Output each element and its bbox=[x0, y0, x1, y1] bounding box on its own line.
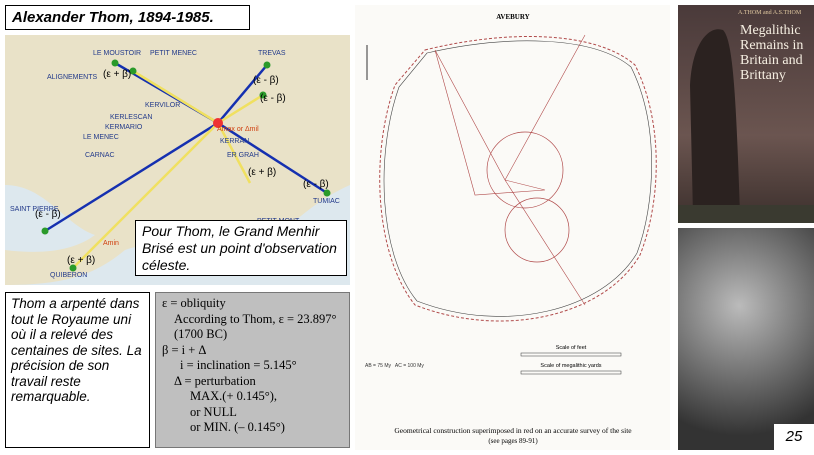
angle-label: (ε - β) bbox=[253, 75, 279, 86]
formula-line: (1700 BC) bbox=[174, 327, 228, 341]
place-label: ALIGNEMENTS bbox=[47, 74, 98, 81]
bay bbox=[5, 185, 95, 252]
inner-circle bbox=[504, 197, 570, 263]
formula-line: Δ = perturbation bbox=[174, 373, 256, 388]
page-number: 25 bbox=[774, 424, 814, 450]
formula-line: According to Thom, ε = 23.897° bbox=[174, 311, 337, 326]
angle-label: (ε - β) bbox=[260, 93, 286, 104]
avebury-plan: AVEBURY AB = 75 My AC = 100 My Scale of … bbox=[355, 5, 670, 450]
formula-line: ε = obliquity bbox=[162, 296, 226, 310]
legend-text: AB = 75 My AC = 100 My bbox=[365, 363, 424, 369]
formula-line: i = inclination = 5.145° bbox=[180, 358, 297, 372]
angle-label: (ε + β) bbox=[248, 167, 276, 178]
portrait: 25 bbox=[678, 228, 814, 450]
formula-box: ε = obliquity According to Thom, ε = 23.8… bbox=[155, 292, 350, 448]
inner-circle bbox=[486, 131, 564, 209]
title: Alexander Thom, 1894-1985. bbox=[5, 5, 250, 30]
place-label: Amin bbox=[103, 240, 119, 247]
construction-lines bbox=[434, 34, 586, 306]
scale-label: Scale of megalithic yards bbox=[540, 363, 601, 369]
plan-title: AVEBURY bbox=[496, 13, 529, 21]
avebury-drawing: AVEBURY AB = 75 My AC = 100 My Scale of … bbox=[365, 13, 657, 445]
angle-label: (ε + β) bbox=[67, 255, 95, 266]
book-cover: A.THOM and A.S.THOM Megalithic Remains i… bbox=[678, 5, 814, 223]
place-label: KERLESCAN bbox=[110, 114, 152, 121]
place-label: KERRAN bbox=[220, 138, 249, 145]
place-label: QUIBERON bbox=[50, 272, 87, 279]
angle-label: (ε - β) bbox=[303, 179, 329, 190]
scale-label: Scale of feet bbox=[556, 345, 587, 351]
scale-bar bbox=[520, 370, 622, 375]
place-label: CARNAC bbox=[85, 152, 115, 159]
formula-line: or NULL bbox=[190, 404, 237, 419]
place-label: ER GRAH bbox=[227, 152, 259, 159]
site-points bbox=[41, 59, 331, 272]
survey-ring bbox=[383, 40, 652, 317]
place-label: Amax or Δmil bbox=[217, 126, 259, 133]
place-label: PETIT MENEC bbox=[150, 50, 197, 57]
er-grah-point bbox=[213, 118, 223, 128]
place-label: LE MOUSTOIR bbox=[93, 50, 141, 57]
outer-ring bbox=[379, 35, 657, 322]
angle-label: (ε - β) bbox=[35, 209, 61, 220]
formula-line: MAX.(+ 0.145°), bbox=[190, 389, 278, 403]
place-label: KERMARIO bbox=[105, 124, 143, 131]
book-title: Megalithic Remains in Britain and Britta… bbox=[740, 23, 804, 83]
menhir bbox=[678, 29, 814, 223]
place-label: SAINT PIERRE bbox=[10, 206, 59, 213]
yellow-lines bbox=[72, 69, 264, 269]
place-label: LE MENEC bbox=[83, 134, 119, 141]
callout: Pour Thom, le Grand Menhir Brisé est un … bbox=[135, 220, 347, 276]
left-text: Thom a arpenté dans tout le Royaume uni … bbox=[5, 292, 150, 448]
scale-bar bbox=[520, 352, 622, 357]
book-authors: A.THOM and A.S.THOM bbox=[738, 10, 802, 16]
formula-line: or MIN. (– 0.145°) bbox=[190, 420, 285, 434]
angle-label: (ε + β) bbox=[103, 69, 131, 80]
formula-line: β = i + Δ bbox=[162, 342, 207, 357]
place-label: TREVAS bbox=[258, 50, 286, 57]
caption: Geometrical construction superimposed in… bbox=[394, 426, 632, 435]
place-label: KERVILOR bbox=[145, 102, 180, 109]
place-label: TUMIAC bbox=[313, 198, 340, 205]
caption: (see pages 89-91) bbox=[488, 437, 538, 445]
